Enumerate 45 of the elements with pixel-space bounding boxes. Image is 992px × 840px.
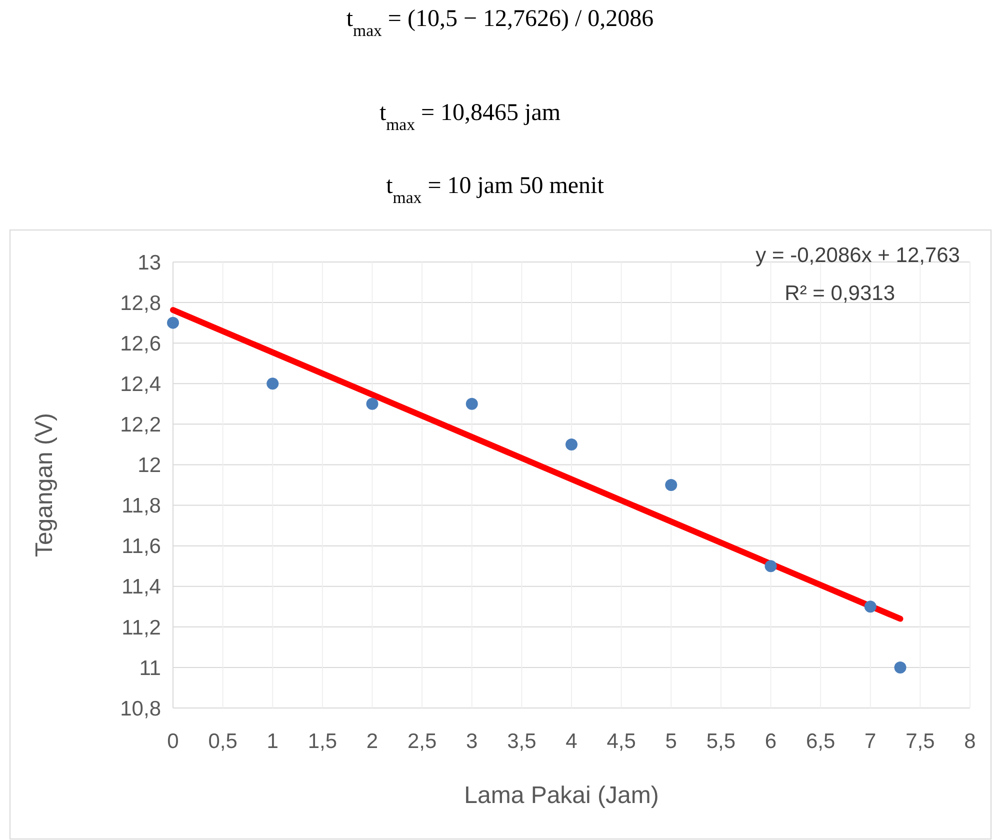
text: t$_{max}$ = (10,5 − 12,7626) / 0,2086 [346, 6, 654, 40]
x-tick-label: 4 [566, 730, 578, 753]
point [894, 661, 906, 674]
y-tick-label: 11,2 [122, 616, 161, 640]
x-tick-label: 1,5 [308, 730, 338, 753]
point [266, 378, 279, 390]
x-tick-label: 0,5 [208, 730, 238, 753]
point [466, 398, 478, 410]
annotation: y = -0,2086x + 12,763 [756, 244, 960, 267]
point [864, 600, 876, 613]
x-tick-label: 3,5 [507, 730, 536, 753]
y-axis-title: Tegangan (V) [31, 412, 58, 558]
annotation: R² = 0,9313 [784, 282, 895, 305]
y-tick-label: 11 [139, 656, 161, 680]
point [764, 560, 777, 572]
x-tick-label: 5 [665, 730, 677, 753]
y-tick-label: 12,6 [120, 332, 161, 356]
x-tick-label: 7 [864, 730, 876, 753]
x-tick-label: 2 [366, 730, 378, 753]
point [665, 479, 678, 491]
x-tick-label: 6,5 [806, 730, 836, 753]
text: t$_{max}$ = 10,8465 jam [379, 100, 561, 134]
x-tick-label: 7,5 [906, 730, 935, 753]
y-tick-label: 12 [138, 454, 161, 478]
x-tick-label: 8 [964, 730, 976, 753]
y-tick-label: 10,8 [120, 697, 161, 720]
y-tick-label: 13 [138, 251, 161, 274]
x-tick-label: 1 [266, 730, 278, 753]
y-tick-label: 12,8 [120, 292, 161, 315]
point [366, 398, 378, 410]
point [167, 316, 179, 329]
x-tick-label: 0 [167, 730, 179, 753]
x-tick-label: 2,5 [407, 730, 437, 753]
x-tick-label: 3 [466, 730, 478, 753]
y-tick-label: 11,8 [122, 494, 161, 518]
y-tick-label: 12,4 [120, 372, 162, 396]
x-axis-title: Lama Pakai (Jam) [464, 782, 659, 809]
y-tick-label: 11,4 [122, 576, 162, 599]
y-tick-label: 11,6 [122, 535, 161, 558]
point [566, 438, 578, 450]
x-tick-label: 5,5 [706, 730, 736, 753]
y-tick-label: 12,2 [120, 414, 161, 437]
text: t$_{max}$ = 10 jam 50 menit [386, 173, 604, 206]
x-tick-label: 6 [764, 730, 777, 753]
x-tick-label: 4,5 [606, 730, 636, 753]
